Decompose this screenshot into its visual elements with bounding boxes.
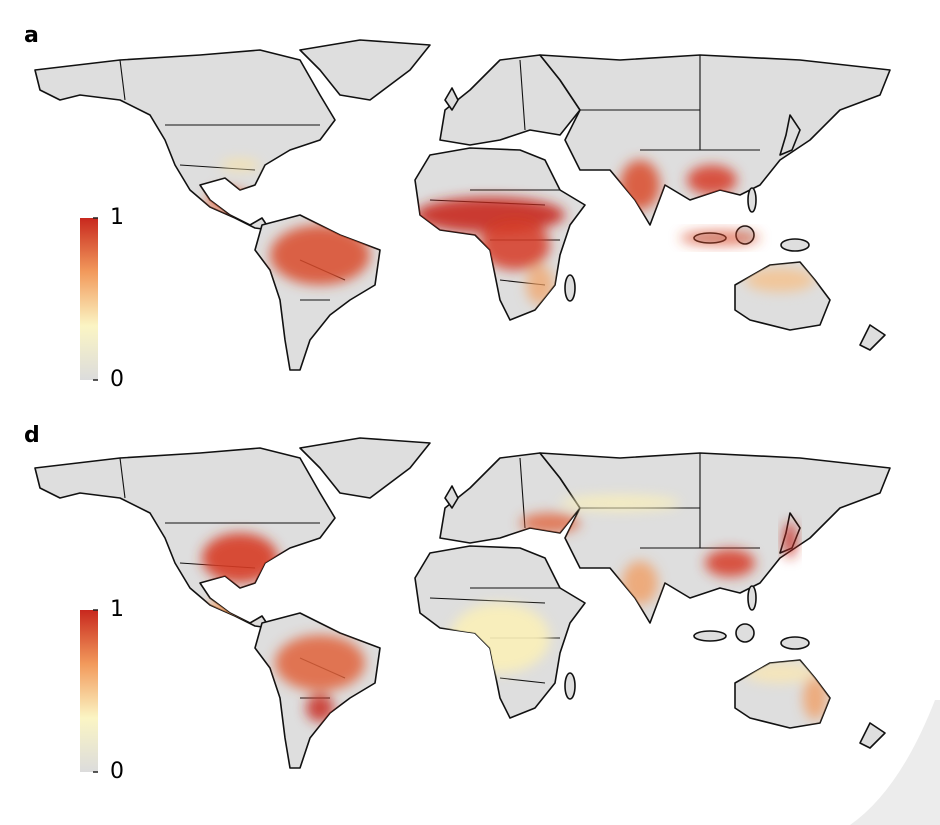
panel: d 01 <box>24 423 891 784</box>
heat-islands <box>784 522 796 558</box>
heat-layer <box>206 159 815 305</box>
colorbar-tick-label: 0 <box>110 759 124 784</box>
colorbar: 01 <box>80 205 124 392</box>
panel-label: a <box>24 23 39 48</box>
colorbar-ramp <box>80 610 98 772</box>
colorbar: 01 <box>80 597 124 784</box>
heat-islands <box>680 231 760 245</box>
decoration <box>850 700 940 825</box>
world-map <box>34 437 891 769</box>
colorbar-ramp <box>80 218 98 380</box>
colorbar-tick-label: 1 <box>110 205 124 230</box>
panel-label: d <box>24 423 40 448</box>
colorbar-tick-label: 1 <box>110 597 124 622</box>
colorbar-tick-label: 0 <box>110 367 124 392</box>
panel: a 01 <box>24 23 891 392</box>
